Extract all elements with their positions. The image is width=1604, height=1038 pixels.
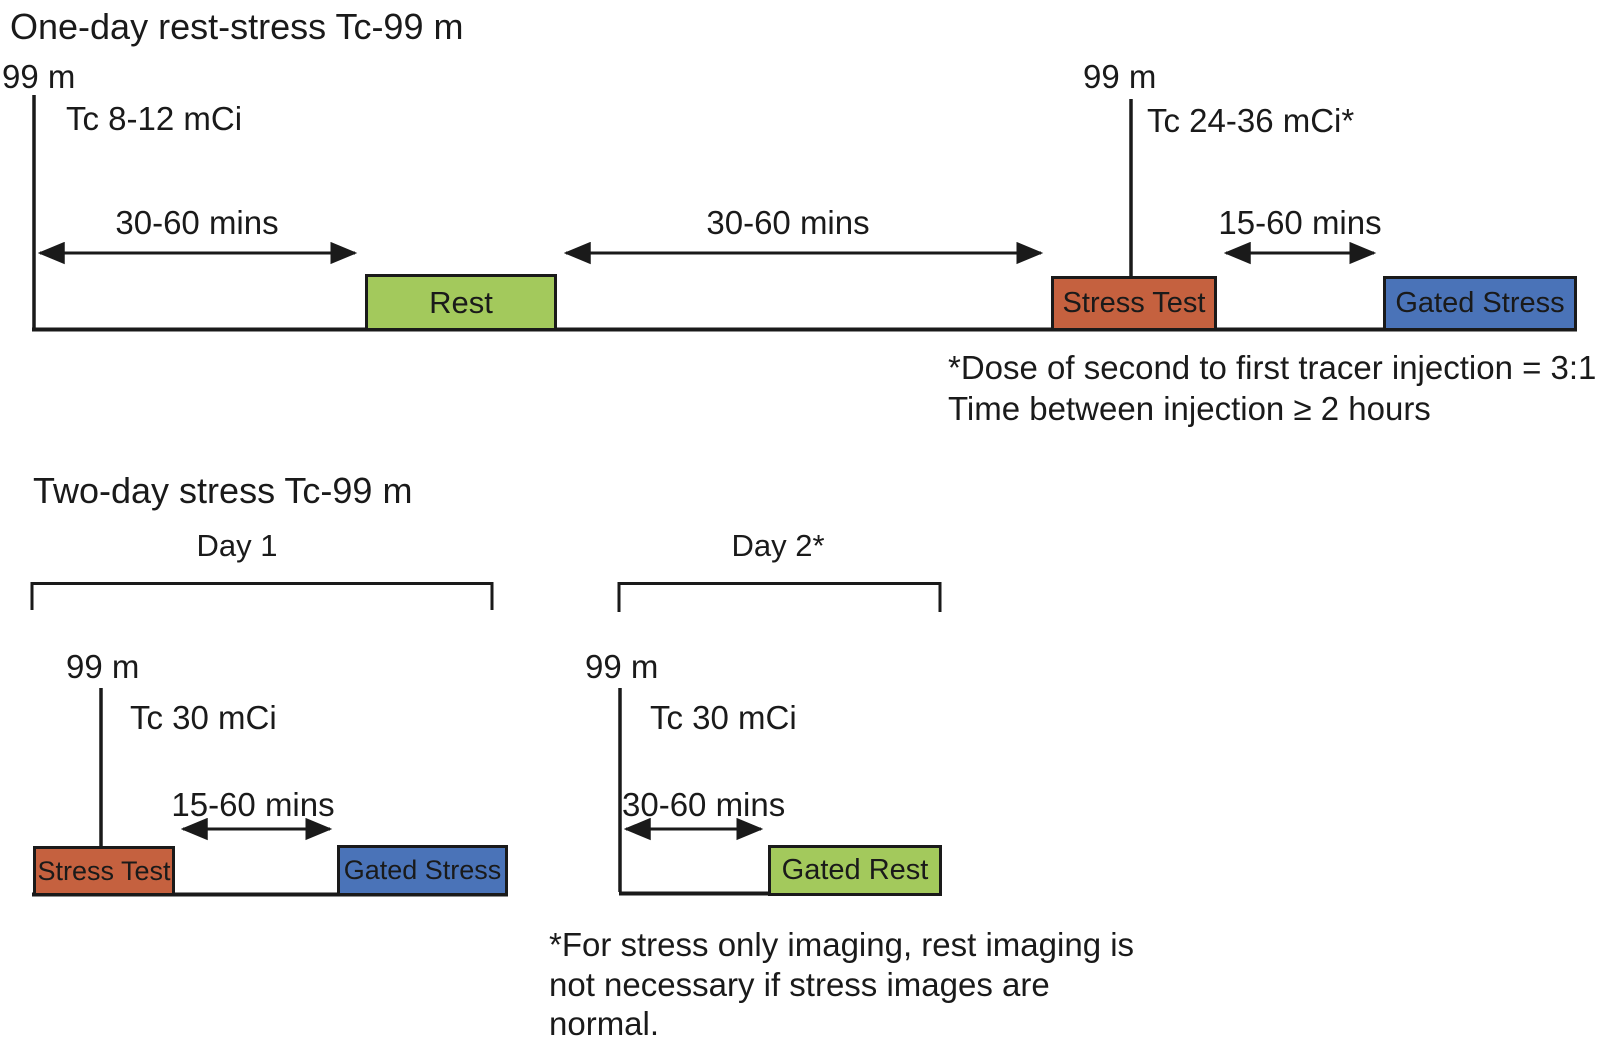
- rest-box: Rest: [365, 274, 557, 331]
- stress-test-box-day1-label: Stress Test: [37, 855, 171, 886]
- interval-label-day2: 30-60 mins: [622, 786, 786, 823]
- gated-rest-box-label: Gated Rest: [781, 854, 929, 886]
- dose-label-stress-injection: Tc 24-36 mCi*: [1147, 102, 1355, 139]
- dose-label-day2: Tc 30 mCi: [650, 699, 797, 736]
- rest-box-label: Rest: [429, 284, 493, 320]
- two-day-title: Two-day stress Tc-99 m: [33, 470, 413, 511]
- day1-bracket: [30, 582, 494, 610]
- day1-label: Day 1: [196, 528, 278, 563]
- gated-rest-box-day2: Gated Rest: [768, 845, 942, 896]
- two-day-footnote-line1: *For stress only imaging, rest imaging i…: [549, 926, 1135, 963]
- one-day-footnote-line2: Time between injection ≥ 2 hours: [948, 390, 1431, 427]
- interval-label-one-day-1: 30-60 mins: [115, 204, 279, 241]
- isotope-label-stress-injection: 99 m: [1083, 58, 1157, 95]
- gated-stress-box-day1-label: Gated Stress: [343, 855, 502, 885]
- interval-label-one-day-2: 30-60 mins: [706, 204, 870, 241]
- gated-stress-box-one-day: Gated Stress: [1383, 276, 1577, 331]
- stress-test-box-label: Stress Test: [1062, 287, 1206, 319]
- stress-test-box-one-day: Stress Test: [1051, 276, 1217, 331]
- gated-stress-box-day1: Gated Stress: [337, 845, 508, 896]
- two-day-footnote-line2: not necessary if stress images are: [549, 965, 1050, 1003]
- day2-bracket: [617, 582, 942, 612]
- isotope-label-day1: 99 m: [66, 648, 140, 685]
- dose-label-day1: Tc 30 mCi: [130, 699, 277, 736]
- gated-stress-box-label: Gated Stress: [1395, 287, 1565, 319]
- dose-label-rest-injection: Tc 8-12 mCi: [66, 100, 243, 137]
- one-day-title: One-day rest-stress Tc-99 m: [10, 6, 464, 47]
- interval-label-day1: 15-60 mins: [171, 786, 335, 823]
- two-day-footnote-line3: normal.: [549, 1005, 660, 1038]
- day2-label: Day 2*: [731, 528, 825, 563]
- isotope-label-day2: 99 m: [585, 648, 659, 685]
- stress-test-box-day1: Stress Test: [33, 846, 175, 896]
- one-day-footnote-line1: *Dose of second to first tracer injectio…: [948, 349, 1597, 386]
- two-day-footnote: *For stress only imaging, rest imaging i…: [549, 925, 1134, 1038]
- one-day-footnote: *Dose of second to first tracer injectio…: [948, 347, 1596, 429]
- isotope-label-rest-injection: 99 m: [2, 58, 76, 95]
- interval-label-one-day-3: 15-60 mins: [1218, 204, 1382, 241]
